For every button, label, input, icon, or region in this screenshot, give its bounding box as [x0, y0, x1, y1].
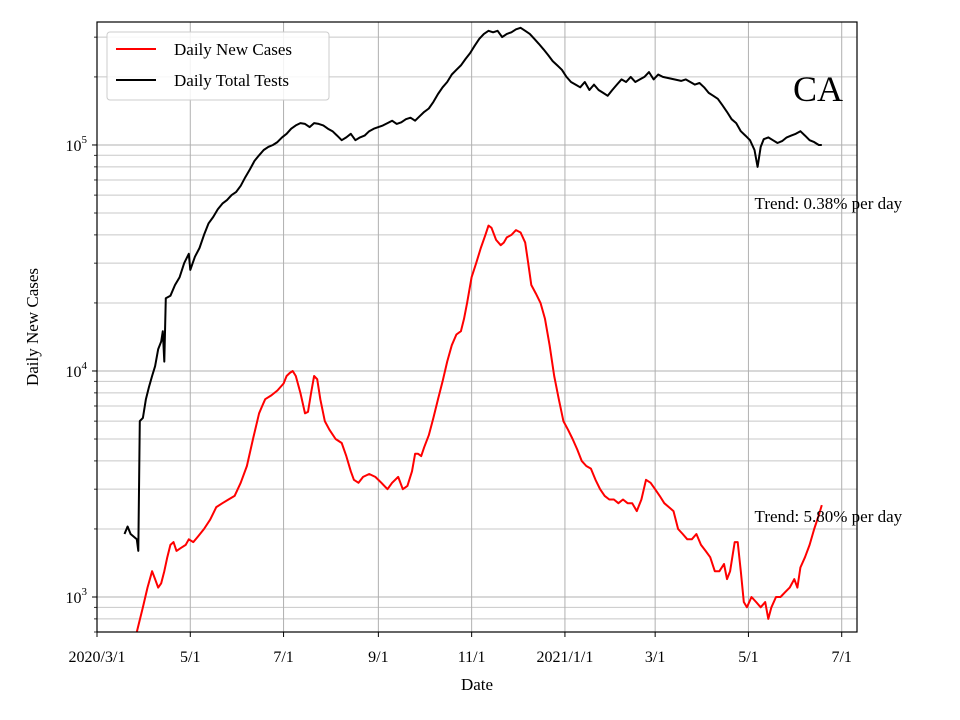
y-tick-base: 10 — [66, 138, 82, 155]
daily-new-cases-line — [135, 224, 823, 632]
x-axis-ticks: 2020/3/1 5/1 7/1 9/1 11/1 2021/1/1 3/1 5/1 7/1 — [69, 632, 852, 666]
state-label: CA — [793, 69, 843, 109]
x-tick-label: 9/1 — [368, 649, 388, 666]
x-tick-label: 5/1 — [180, 649, 200, 666]
x-tick-label: 11/1 — [458, 649, 486, 666]
y-tick-base: 10 — [66, 590, 82, 607]
plot-frame — [96, 21, 858, 633]
legend: Daily New Cases Daily Total Tests — [106, 31, 330, 101]
x-tick-label: 2021/1/1 — [536, 649, 593, 666]
y-tick-label: 103 — [66, 586, 88, 607]
x-tick-label: 7/1 — [831, 649, 851, 666]
y-tick-exponent: 4 — [82, 360, 88, 372]
y-tick-label: 105 — [66, 134, 88, 155]
x-tick-label: 5/1 — [738, 649, 758, 666]
x-tick-label: 3/1 — [645, 649, 665, 666]
legend-label-daily-total-tests: Daily Total Tests — [174, 71, 289, 90]
major-gridlines — [96, 22, 857, 632]
daily-total-tests-line — [123, 26, 822, 552]
legend-label-daily-new-cases: Daily New Cases — [174, 40, 292, 59]
y-tick-base: 10 — [66, 364, 82, 381]
x-tick-label: 2020/3/1 — [69, 649, 126, 666]
legend-box — [106, 31, 330, 101]
trend-annotation: Trend: 0.38% per day — [755, 194, 903, 213]
series-lines — [123, 26, 823, 632]
trend-annotations: Trend: 0.38% per day Trend: 5.80% per day — [755, 194, 903, 526]
y-axis-label: Daily New Cases — [23, 268, 42, 386]
trend-annotation: Trend: 5.80% per day — [755, 507, 903, 526]
x-axis-label: Date — [461, 675, 493, 694]
y-tick-exponent: 3 — [82, 586, 88, 598]
minor-gridlines — [94, 36, 857, 633]
x-tick-label: 7/1 — [273, 649, 293, 666]
y-tick-exponent: 5 — [82, 134, 88, 146]
y-tick-label: 104 — [66, 360, 88, 381]
